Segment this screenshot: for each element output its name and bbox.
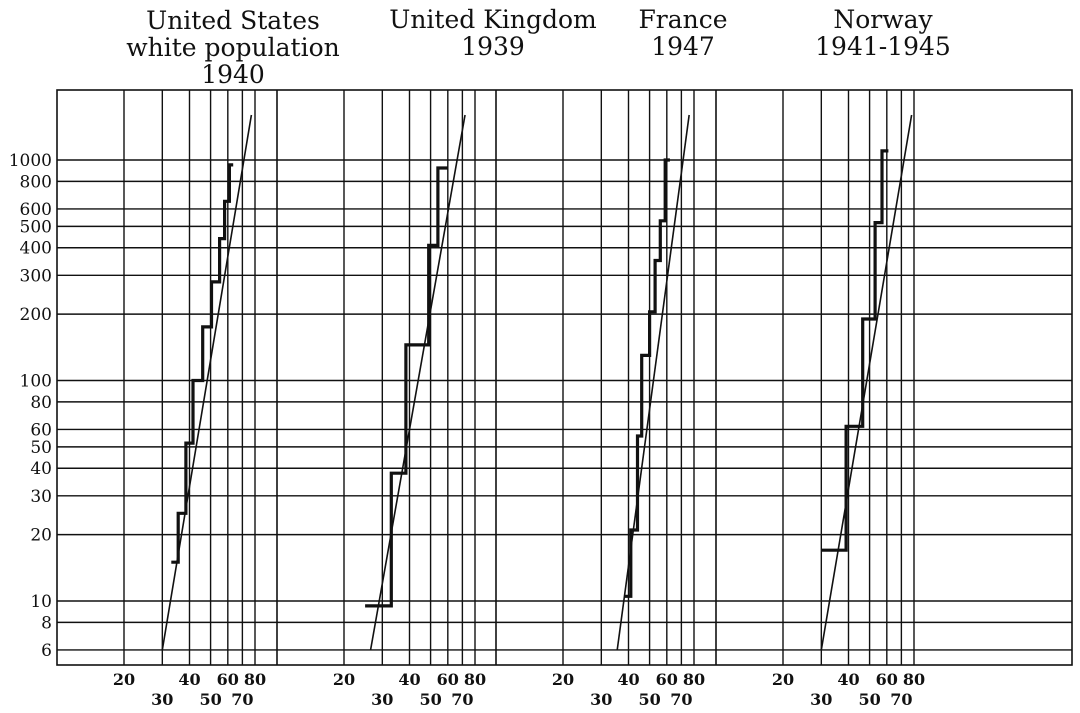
panel-title-line: 1941-1945: [815, 32, 951, 61]
x-tick-label: 70: [890, 690, 912, 709]
x-tick-label: 50: [638, 690, 660, 709]
x-tick-label: 20: [552, 670, 574, 689]
x-tick-label: 50: [419, 690, 441, 709]
y-tick-label: 30: [30, 487, 52, 507]
y-tick-label: 80: [30, 393, 52, 413]
x-tick-label: 60: [656, 670, 678, 689]
y-tick-label: 60: [30, 420, 52, 440]
y-tick-label: 100: [20, 372, 52, 392]
y-tick-label: 200: [20, 305, 52, 325]
series-lines: [161, 114, 913, 651]
panel-title-line: France: [638, 5, 727, 34]
plot-frame: [56, 89, 1073, 666]
x-tick-label: 60: [217, 670, 239, 689]
y-tick-label: 8: [41, 613, 52, 633]
y-tick-label: 500: [20, 217, 52, 237]
panel-title-line: 1947: [651, 32, 715, 61]
panel-title-line: United Kingdom: [389, 5, 597, 34]
step-line: [624, 158, 670, 598]
step-line: [171, 163, 234, 564]
y-tick-label: 50: [30, 438, 52, 458]
y-tick-label: 40: [30, 459, 52, 479]
panel-title-line: 1939: [461, 32, 525, 61]
x-tick-label: 40: [178, 670, 200, 689]
panel-title-line: United States: [146, 6, 320, 35]
x-tick-label: 30: [371, 690, 393, 709]
x-tick-label: 20: [772, 670, 794, 689]
step-line: [365, 166, 448, 608]
x-tick-label: 40: [398, 670, 420, 689]
y-tick-label: 10: [30, 592, 52, 612]
x-tick-label: 70: [670, 690, 692, 709]
y-tick-label: 600: [20, 200, 52, 220]
panel-title-line: white population: [126, 33, 340, 62]
panel-title-line: 1940: [201, 60, 265, 89]
fit-line: [369, 114, 466, 651]
y-tick-label: 6: [41, 641, 52, 661]
x-tick-label: 80: [683, 670, 705, 689]
x-tick-label: 80: [903, 670, 925, 689]
fit-line: [161, 114, 253, 651]
x-tick-label: 70: [231, 690, 253, 709]
y-tick-label: 300: [20, 266, 52, 286]
x-tick-label: 30: [590, 690, 612, 709]
y-tick-label: 800: [20, 172, 52, 192]
x-tick-label: 20: [113, 670, 135, 689]
x-tick-label: 60: [437, 670, 459, 689]
x-tick-label: 30: [810, 690, 832, 709]
x-tick-label: 40: [837, 670, 859, 689]
y-tick-label: 400: [20, 239, 52, 259]
x-tick-label: 80: [244, 670, 266, 689]
x-tick-label: 50: [199, 690, 221, 709]
panel-title-line: Norway: [833, 5, 933, 34]
x-tick-label: 20: [333, 670, 355, 689]
x-tick-label: 40: [617, 670, 639, 689]
y-tick-label: 1000: [9, 151, 52, 171]
grid-lines: [56, 89, 1073, 666]
y-tick-label: 20: [30, 526, 52, 546]
x-tick-label: 30: [151, 690, 173, 709]
x-tick-label: 50: [858, 690, 880, 709]
x-tick-label: 60: [876, 670, 898, 689]
x-tick-label: 80: [464, 670, 486, 689]
x-tick-label: 70: [451, 690, 473, 709]
step-line: [821, 149, 889, 552]
fit-line: [820, 114, 913, 651]
